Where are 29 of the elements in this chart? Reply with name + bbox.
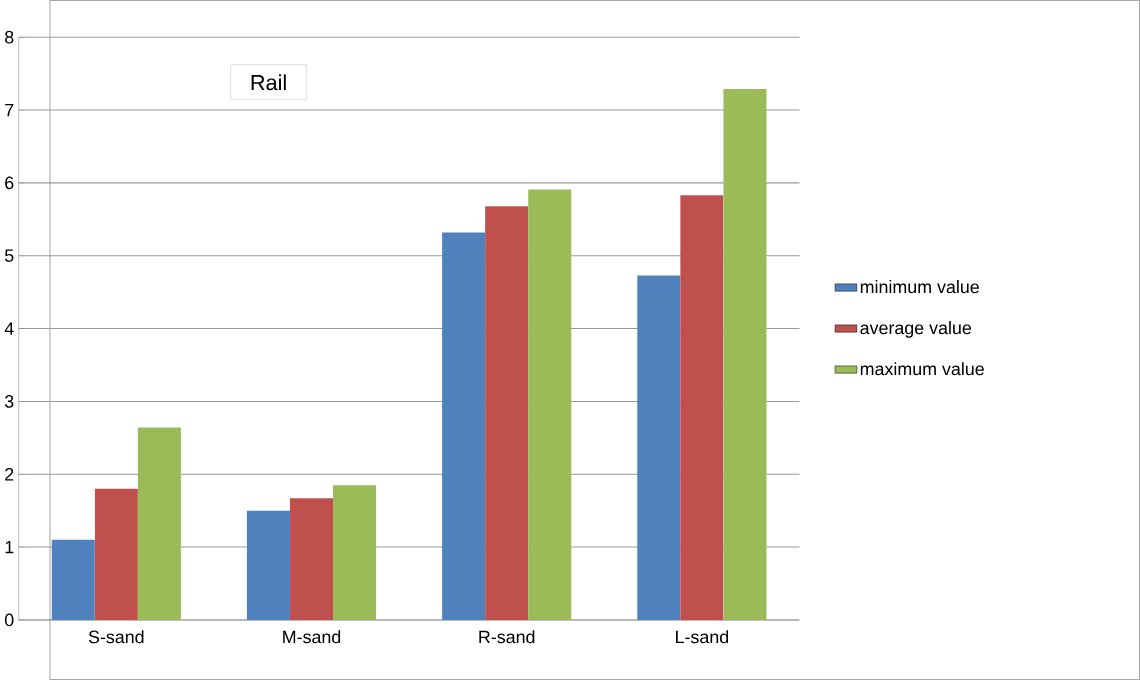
bar	[485, 206, 529, 620]
legend-label: average value	[860, 321, 972, 338]
bar	[246, 510, 290, 620]
bar	[94, 488, 138, 620]
y-tick-label: 0	[4, 613, 14, 627]
bar	[289, 498, 334, 620]
x-tick-label: L-sand	[676, 630, 729, 644]
y-tick-label: 8	[5, 30, 14, 44]
x-tick-label: R-sand	[479, 630, 535, 644]
bar	[333, 485, 377, 620]
y-tick-label: 2	[5, 467, 14, 481]
y-tick-label: 4	[4, 322, 14, 335]
y-tick-label: 7	[5, 103, 14, 117]
bar	[137, 427, 181, 620]
x-tick-label: S-sand	[88, 630, 144, 644]
x-tick-label: M-sand	[283, 630, 341, 644]
bar	[51, 539, 95, 620]
y-tick-label: 1	[5, 540, 14, 554]
bar	[637, 275, 681, 620]
bar	[680, 195, 724, 620]
y-tick-label: 5	[4, 249, 14, 262]
legend-label: maximum value	[860, 362, 984, 376]
legend-label: minimum value	[860, 280, 979, 294]
y-tick-label: 3	[4, 395, 14, 408]
bar	[528, 189, 572, 620]
bar	[723, 88, 767, 620]
y-tick-label: 6	[5, 176, 14, 190]
bar	[442, 232, 486, 620]
text: Rail	[251, 74, 286, 91]
